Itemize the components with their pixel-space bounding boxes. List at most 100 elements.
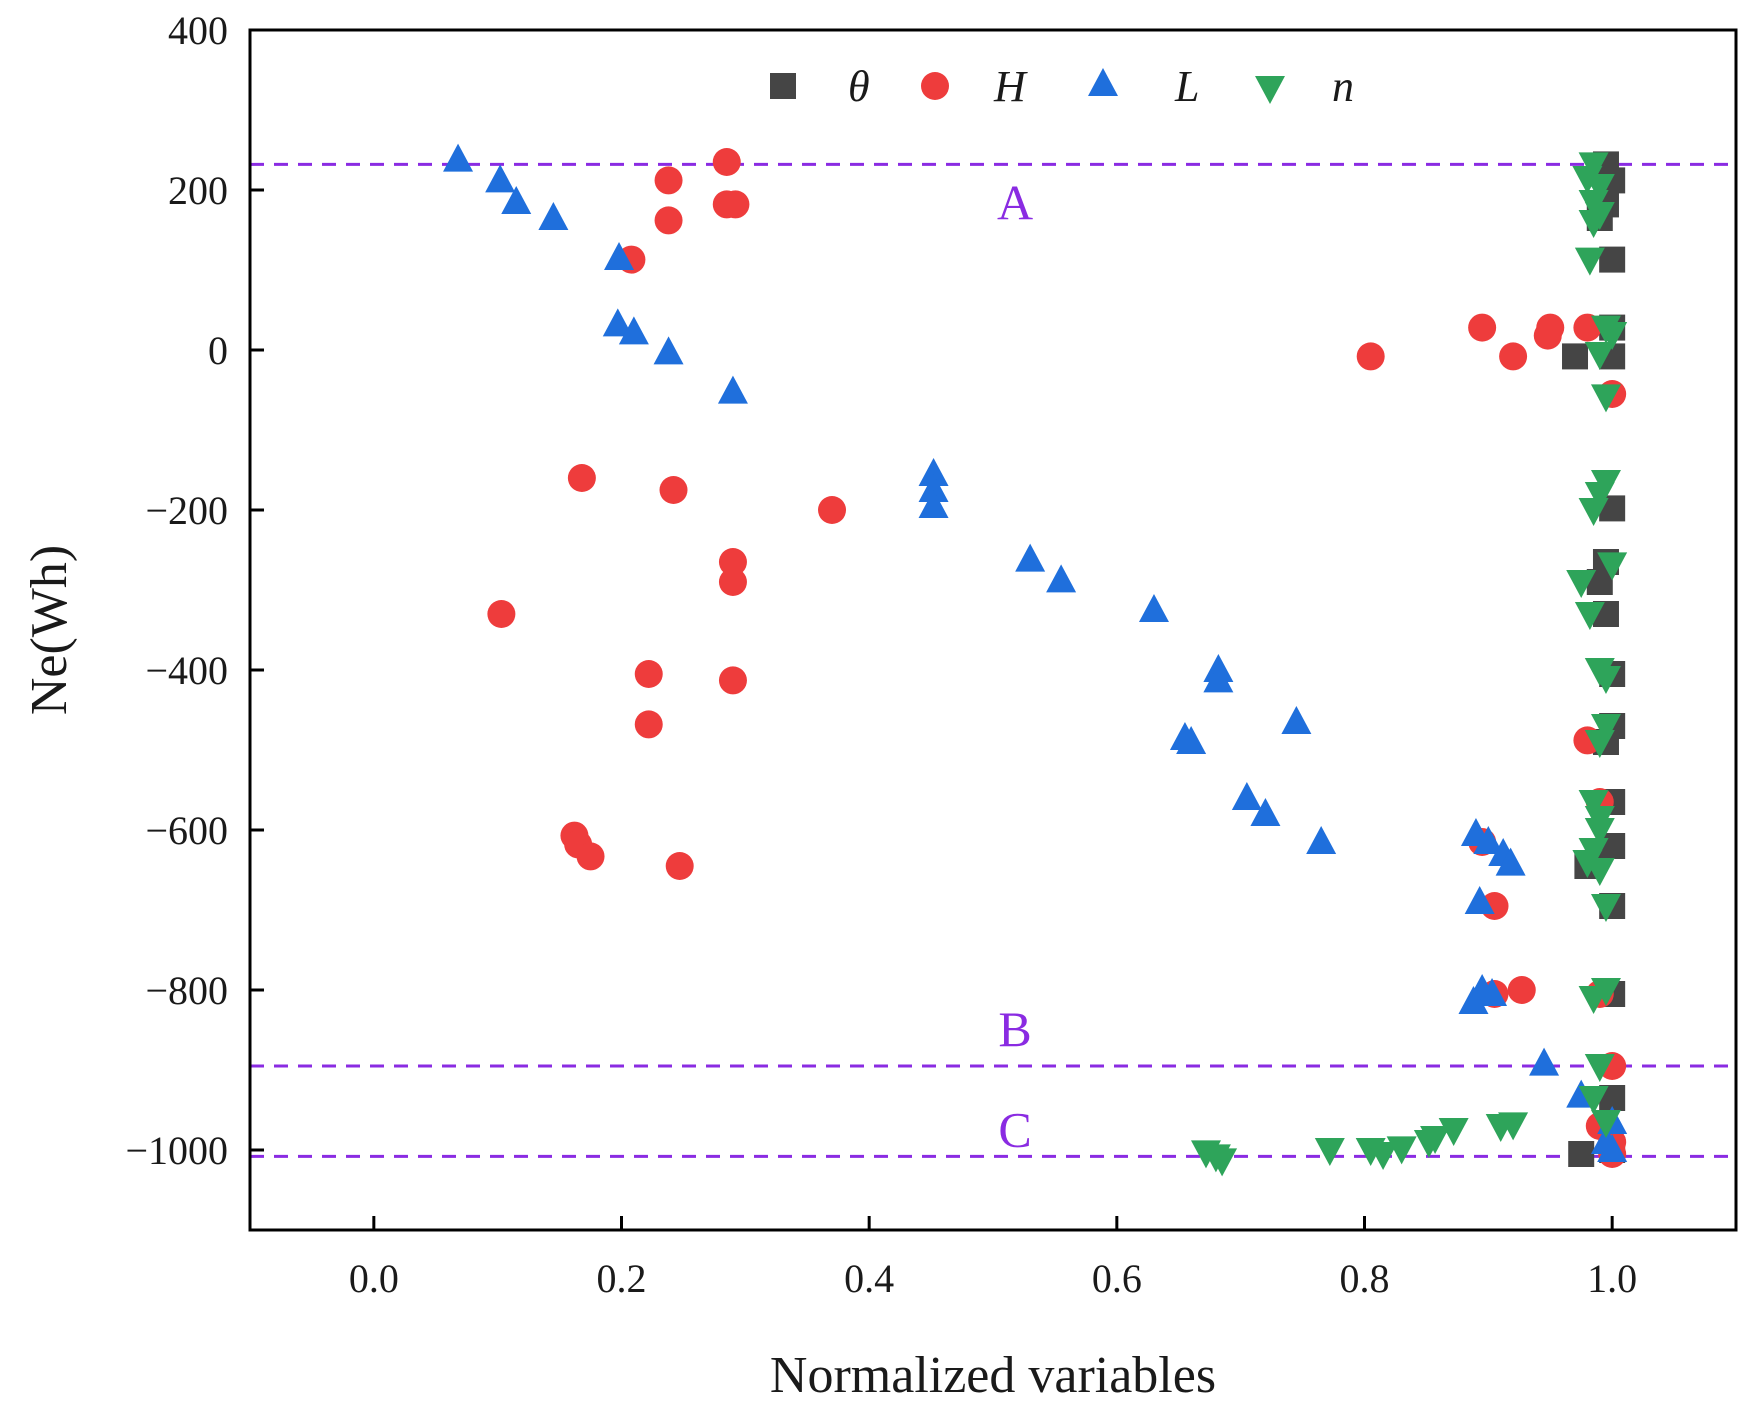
legend: θ H L n [770, 62, 1354, 111]
axes: 0.0 0.2 0.4 0.6 0.8 1.0 400 200 0 −200 −400 −600 −80… [125, 8, 1637, 1301]
point-H [712, 148, 741, 176]
point-L [1458, 986, 1489, 1014]
point-n [1574, 247, 1605, 276]
legend-H-icon [921, 72, 949, 100]
x-tick-label: 0.2 [597, 1256, 647, 1301]
point-n [1590, 714, 1621, 742]
point-n [1590, 894, 1621, 922]
point-theta [1568, 1141, 1595, 1167]
point-H [654, 206, 683, 235]
point-L [1281, 706, 1312, 734]
point-L [1473, 826, 1504, 854]
y-tick-label: −800 [145, 968, 228, 1013]
legend-label-theta: θ [848, 62, 870, 111]
y-tick-label: −400 [145, 648, 228, 693]
series-H [487, 148, 1627, 1168]
point-L [1231, 782, 1262, 810]
point-L [1046, 564, 1077, 593]
point-H [659, 476, 688, 504]
point-H [818, 496, 847, 524]
point-H [1356, 342, 1385, 371]
point-n [1574, 602, 1605, 630]
point-n [1578, 790, 1609, 818]
x-tick-label: 1.0 [1587, 1256, 1637, 1301]
point-L [485, 164, 516, 193]
point-L [1138, 594, 1169, 622]
point-L [1477, 978, 1508, 1006]
legend-marker-L [1088, 68, 1118, 96]
point-n [1207, 1148, 1238, 1177]
point-L [501, 186, 532, 214]
point-L [1495, 847, 1526, 876]
point-L [618, 316, 649, 345]
point-theta [1562, 343, 1589, 370]
legend-marker-theta [770, 73, 796, 99]
legend-n-icon [1255, 76, 1285, 104]
point-theta [1599, 246, 1626, 273]
point-H [721, 190, 750, 219]
point-n [1386, 1136, 1417, 1165]
point-n [1584, 1054, 1615, 1082]
point-L [1015, 543, 1046, 572]
point-n [1584, 482, 1615, 510]
point-L [918, 458, 949, 486]
point-H [576, 842, 605, 871]
point-n [1572, 166, 1603, 194]
series-n [1190, 152, 1628, 1177]
point-L [604, 242, 635, 270]
point-H [718, 548, 747, 576]
legend-theta-icon [770, 73, 796, 99]
point-n [1438, 1118, 1469, 1146]
point-L [1176, 726, 1207, 754]
reference-lines: A BC [250, 162, 1736, 1158]
point-H [487, 600, 516, 628]
point-H [634, 710, 663, 739]
reference-label-c: C [998, 1101, 1031, 1157]
y-tick-label: 0 [208, 328, 228, 373]
point-H [567, 464, 596, 492]
point-n [1572, 850, 1603, 878]
point-n [1368, 1142, 1399, 1170]
point-H [665, 852, 694, 880]
series-L [443, 143, 1628, 1162]
point-L [1250, 798, 1281, 826]
point-H [1533, 321, 1562, 350]
point-n [1498, 1112, 1529, 1141]
reference-label-b: B [998, 1001, 1031, 1057]
point-H [634, 660, 663, 688]
plot-frame [248, 28, 1738, 1232]
point-n [1584, 730, 1615, 758]
y-tick-label: 200 [168, 168, 228, 213]
point-n [1566, 570, 1597, 598]
point-n [1597, 322, 1628, 350]
point-n [1314, 1138, 1345, 1166]
point-L [602, 308, 633, 337]
legend-label-L: L [1174, 62, 1199, 111]
point-H [1468, 313, 1497, 342]
point-H [718, 568, 747, 596]
y-axis-title: Ne(Wh) [21, 545, 78, 715]
x-tick-label: 0.6 [1092, 1256, 1142, 1301]
legend-label-H: H [993, 62, 1028, 111]
point-n [1584, 858, 1615, 886]
x-tick-label: 0.0 [349, 1256, 399, 1301]
point-L [1306, 826, 1337, 854]
point-L [538, 202, 569, 230]
y-tick-label: −600 [145, 808, 228, 853]
point-L [918, 474, 949, 502]
point-H [1507, 976, 1536, 1004]
y-tick-label: −1000 [125, 1128, 228, 1173]
point-n [1597, 552, 1628, 581]
reference-label-a: A [997, 174, 1033, 230]
point-H [1499, 342, 1528, 371]
point-n [1590, 666, 1621, 694]
point-n [1420, 1126, 1451, 1154]
legend-marker-n [1255, 76, 1285, 104]
point-n [1590, 384, 1621, 413]
y-tick-label: −200 [145, 488, 228, 533]
point-L [918, 490, 949, 518]
point-n [1578, 210, 1609, 238]
x-axis-title: Normalized variables [770, 1347, 1216, 1404]
point-n [1578, 1086, 1609, 1114]
point-L [653, 336, 684, 365]
